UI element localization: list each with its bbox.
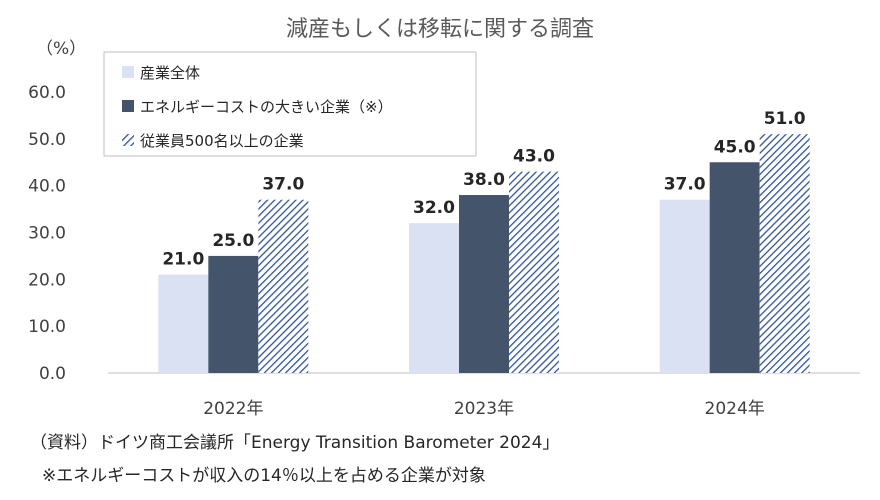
data-label: 25.0 [212,231,254,251]
footnote: ※エネルギーコストが収入の14％以上を占める企業が対象 [42,466,486,486]
data-label: 45.0 [714,137,756,157]
x-tick-label: 2022年 [203,399,263,419]
bar [659,199,710,373]
bar [509,171,559,373]
data-label: 37.0 [262,175,304,195]
data-label: 37.0 [664,175,706,195]
data-label: 43.0 [513,147,555,167]
bars [158,134,810,373]
data-label: 51.0 [764,109,806,129]
data-label: 21.0 [162,250,204,270]
y-tick-label: 0.0 [39,364,66,384]
y-tick-label: 10.0 [28,317,66,337]
bar [709,162,760,373]
x-tick-label: 2024年 [705,399,765,419]
legend-label: 産業全体 [140,64,200,82]
bar [158,274,209,373]
y-tick-label: 50.0 [28,130,66,150]
source-note: （資料）ドイツ商工会議所「Energy Transition Barometer… [30,433,560,453]
y-tick-label: 30.0 [28,224,66,244]
data-label: 32.0 [413,198,455,218]
x-axis: 2022年 2023年 2024年 [203,399,765,419]
y-axis: 0.0 10.0 20.0 30.0 40.0 50.0 60.0 [28,83,66,384]
bar [409,223,459,373]
y-tick-label: 20.0 [28,270,66,290]
y-tick-label: 40.0 [28,177,66,197]
x-tick-label: 2023年 [454,399,514,419]
legend-swatch [122,66,134,78]
data-label: 38.0 [463,170,505,190]
chart: 減産もしくは移転に関する調査 （%） 0.0 10.0 20.0 30.0 40.0 50… [28,17,860,419]
chart-title: 減産もしくは移転に関する調査 [286,17,594,42]
legend-swatch [122,100,134,112]
legend-box [103,51,477,157]
bar [459,195,509,373]
y-tick-label: 60.0 [28,83,66,103]
bar [208,255,259,373]
bar [258,199,309,373]
legend-label: 従業員500名以上の企業 [140,132,304,150]
data-labels: 21.0 25.0 37.0 32.0 38.0 43.0 37.0 45.0 51.0 [162,109,806,270]
y-axis-unit-label: （%） [36,39,86,59]
legend-swatch [122,134,134,146]
bar [759,134,810,373]
legend-label: エネルギーコストの大きい企業（※） [140,98,393,116]
